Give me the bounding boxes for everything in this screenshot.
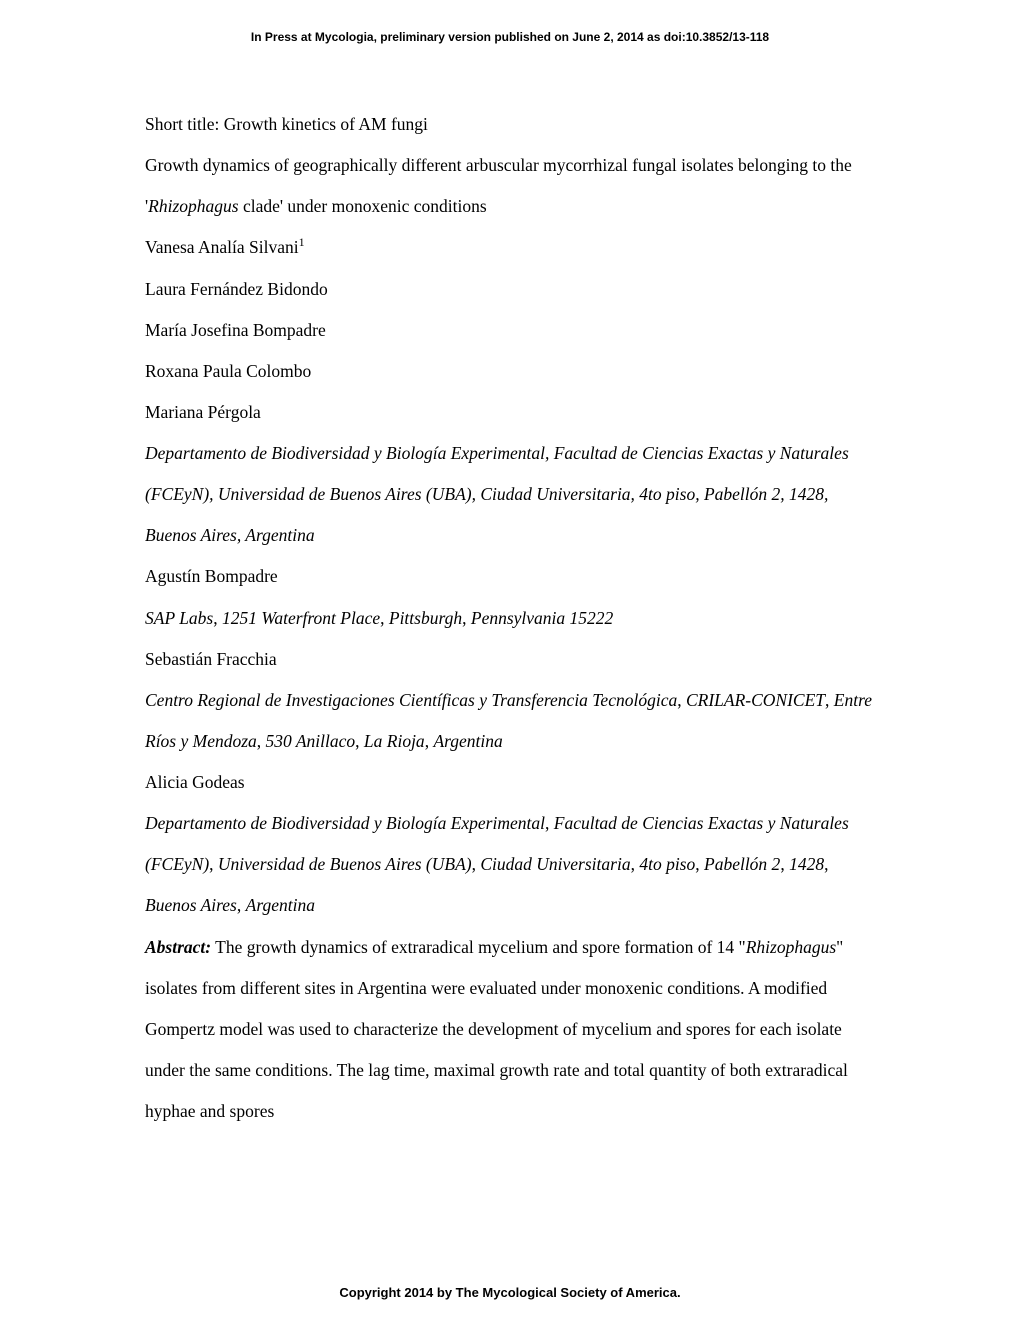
author3-line: María Josefina Bompadre bbox=[145, 310, 875, 351]
abstract-part2: " isolates from different sites in Argen… bbox=[145, 937, 848, 1122]
abstract-section: Abstract: The growth dynamics of extrara… bbox=[145, 927, 875, 1133]
aff3-p1: Centro Regional de Investigaciones Cient… bbox=[145, 690, 677, 710]
author6-name: Agustín Bompadre bbox=[145, 566, 278, 586]
author3-name: María Josefina Bompadre bbox=[145, 320, 326, 340]
aff4-p7: 1428 bbox=[789, 854, 824, 874]
title-line: Growth dynamics of geographically differ… bbox=[145, 145, 875, 227]
affiliation1-text: Departamento de Biodiversidad y Biología… bbox=[145, 433, 875, 556]
author1-name: Vanesa Analía Silvani bbox=[145, 237, 299, 257]
aff4-p4: Ciudad Universitaria bbox=[480, 854, 630, 874]
author4-name: Roxana Paula Colombo bbox=[145, 361, 311, 381]
author8-line: Alicia Godeas bbox=[145, 762, 875, 803]
aff4-p6: Pabellón 2 bbox=[704, 854, 780, 874]
short-title-text: Growth kinetics of AM fungi bbox=[224, 114, 428, 134]
author1-sup: 1 bbox=[299, 236, 305, 250]
aff3-p5: La Rioja bbox=[364, 731, 425, 751]
author2-name: Laura Fernández Bidondo bbox=[145, 279, 328, 299]
footer-text: Copyright 2014 by The Mycological Societ… bbox=[339, 1285, 680, 1300]
aff2-p3: Pittsburgh bbox=[389, 608, 462, 628]
abstract-label: Abstract: bbox=[145, 937, 211, 957]
preprint-header: In Press at Mycologia, preliminary versi… bbox=[145, 30, 875, 44]
author6-line: Agustín Bompadre bbox=[145, 556, 875, 597]
author5-line: Mariana Pérgola bbox=[145, 392, 875, 433]
aff3-p2: CRILAR-CONICET bbox=[686, 690, 825, 710]
document-content: Short title: Growth kinetics of AM fungi… bbox=[145, 104, 875, 1132]
aff4-p8: Buenos Aires bbox=[145, 895, 237, 915]
affiliation2-line: SAP Labs, 1251 Waterfront Place, Pittsbu… bbox=[145, 598, 875, 639]
aff3-p4: 530 Anillaco bbox=[266, 731, 356, 751]
aff2-p1: SAP Labs bbox=[145, 608, 213, 628]
author5-name: Mariana Pérgola bbox=[145, 402, 261, 422]
author4-line: Roxana Paula Colombo bbox=[145, 351, 875, 392]
header-text: In Press at Mycologia, preliminary versi… bbox=[251, 30, 769, 44]
aff2-p2: 1251 Waterfront Place bbox=[222, 608, 380, 628]
short-title-line: Short title: Growth kinetics of AM fungi bbox=[145, 104, 875, 145]
aff4-p3: Universidad de Buenos Aires (UBA) bbox=[218, 854, 472, 874]
author8-name: Alicia Godeas bbox=[145, 772, 245, 792]
author7-line: Sebastián Fracchia bbox=[145, 639, 875, 680]
title-part2: clade' under monoxenic conditions bbox=[239, 196, 487, 216]
author7-name: Sebastián Fracchia bbox=[145, 649, 277, 669]
aff4-p9: Argentina bbox=[246, 895, 315, 915]
aff3-p6: Argentina bbox=[433, 731, 502, 751]
affiliation3-line: Centro Regional de Investigaciones Cient… bbox=[145, 680, 875, 762]
abstract-italic: Rhizophagus bbox=[746, 937, 836, 957]
author2-line: Laura Fernández Bidondo bbox=[145, 269, 875, 310]
author1-line: Vanesa Analía Silvani1 bbox=[145, 227, 875, 268]
aff4-p1: Departamento de Biodiversidad y Biología… bbox=[145, 813, 545, 833]
title-italic: Rhizophagus bbox=[148, 196, 238, 216]
aff2-p4: Pennsylvania 15222 bbox=[471, 608, 613, 628]
copyright-footer: Copyright 2014 by The Mycological Societ… bbox=[0, 1285, 1020, 1300]
affiliation4-line: Departamento de Biodiversidad y Biología… bbox=[145, 803, 875, 926]
aff4-p5: 4to piso bbox=[639, 854, 695, 874]
abstract-part1: The growth dynamics of extraradical myce… bbox=[211, 937, 746, 957]
short-title-label: Short title: bbox=[145, 114, 224, 134]
